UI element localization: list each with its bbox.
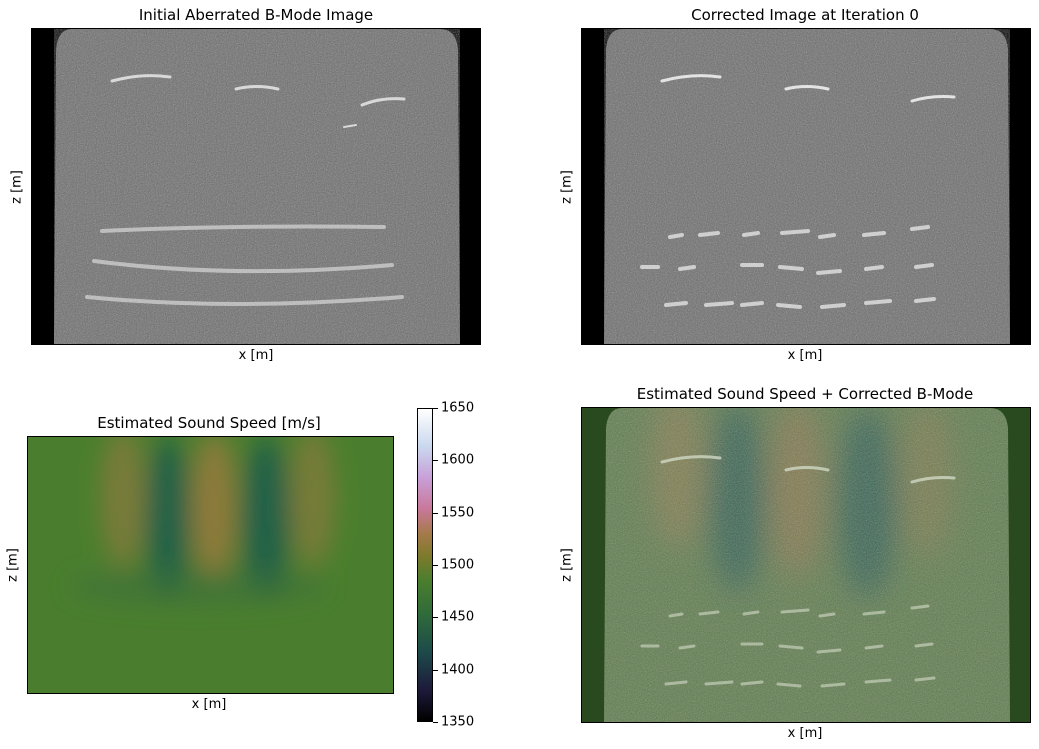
- colorbar: [417, 408, 433, 722]
- colorbar-tick-mark: [433, 722, 438, 723]
- colorbar-tick-mark: [433, 617, 438, 618]
- colorbar-tick-label: 1500: [441, 557, 475, 573]
- ylabel-panel2: z [m]: [559, 170, 575, 204]
- colorbar-tick-label: 1600: [441, 452, 475, 468]
- sound-speed-svg: [28, 437, 393, 693]
- xlabel-panel2: x [m]: [787, 348, 823, 363]
- xlabel-panel3: x [m]: [191, 697, 227, 712]
- ylabel-panel4: z [m]: [559, 548, 575, 582]
- title-panel1: Initial Aberrated B-Mode Image: [138, 6, 374, 24]
- overlay-field: [604, 408, 1010, 722]
- colorbar-tick-mark: [433, 670, 438, 671]
- bmode-initial-reflectors: [85, 74, 406, 306]
- title-panel2: Corrected Image at Iteration 0: [691, 6, 919, 24]
- sound-speed-regions: [68, 437, 335, 605]
- bmode-corrected-image: [581, 28, 1031, 345]
- colorbar-tick-label: 1650: [441, 400, 475, 416]
- overlay-image: [581, 407, 1031, 723]
- overlay-reflectors: [640, 455, 956, 688]
- colorbar-tick-label: 1400: [441, 662, 475, 678]
- ylabel-panel1: z [m]: [9, 170, 25, 204]
- colorbar-tick-label: 1450: [441, 609, 475, 625]
- bmode-corrected-svg: [604, 29, 1010, 344]
- bmode-initial-image: [31, 28, 481, 345]
- bmode-initial-svg: [54, 29, 460, 344]
- colorbar-tick-mark: [433, 408, 438, 409]
- ylabel-panel3: z [m]: [5, 548, 21, 582]
- title-panel4: Estimated Sound Speed + Corrected B-Mode: [636, 385, 974, 403]
- colorbar-tick-mark: [433, 513, 438, 514]
- colorbar-tick-mark: [433, 460, 438, 461]
- colorbar-tick-label: 1350: [441, 714, 475, 730]
- title-panel3: Estimated Sound Speed [m/s]: [97, 414, 321, 432]
- overlay-svg: [582, 408, 1030, 722]
- sound-speed-map: [27, 436, 394, 694]
- colorbar-tick-label: 1550: [441, 505, 475, 521]
- xlabel-panel1: x [m]: [238, 348, 274, 363]
- colorbar-tick-mark: [433, 565, 438, 566]
- xlabel-panel4: x [m]: [787, 726, 823, 741]
- bmode-corrected-reflectors: [640, 74, 956, 309]
